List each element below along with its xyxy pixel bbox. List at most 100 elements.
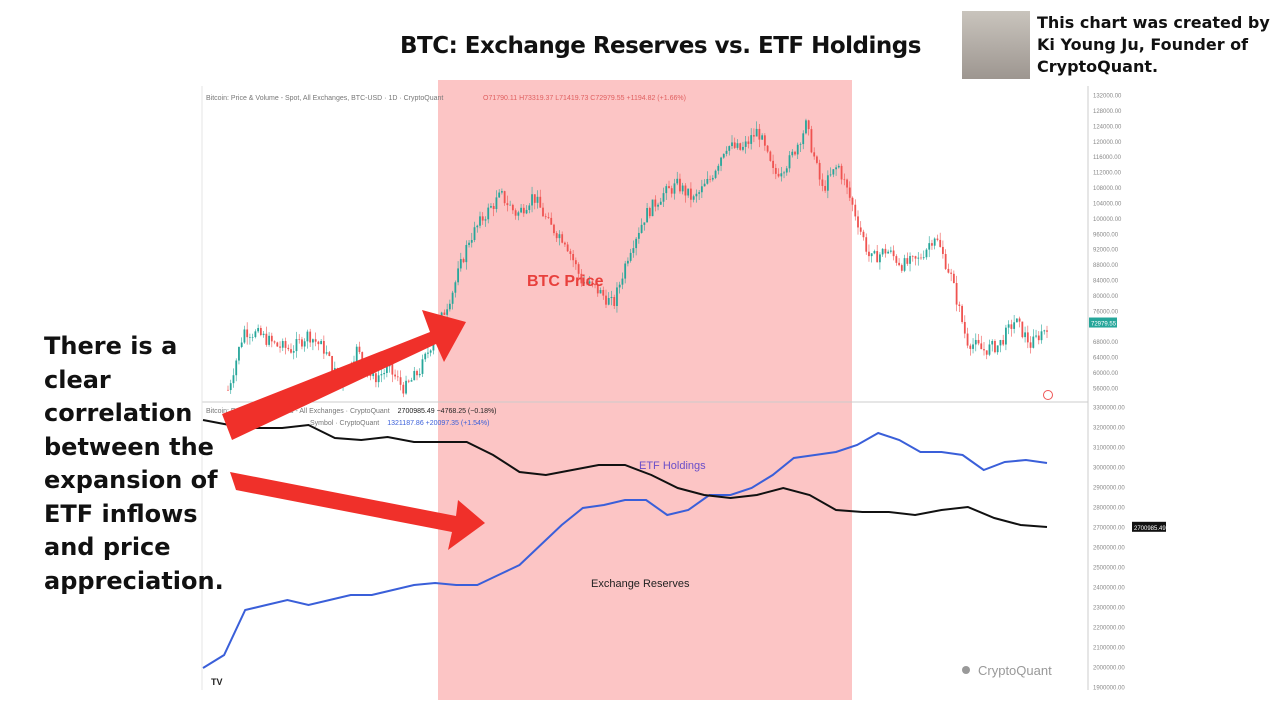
candle-body bbox=[607, 298, 610, 305]
candle-body bbox=[889, 250, 892, 252]
y-tick-lower: 2800000.00 bbox=[1093, 506, 1125, 512]
candle-body bbox=[481, 216, 484, 221]
candle-body bbox=[249, 337, 251, 338]
candle-body bbox=[936, 238, 939, 240]
candle-body bbox=[922, 257, 925, 259]
candle-body bbox=[295, 339, 298, 352]
candle-body bbox=[232, 375, 235, 384]
y-tick-upper: 88000.00 bbox=[1093, 263, 1119, 269]
candle-body bbox=[747, 141, 750, 144]
candle-body bbox=[903, 258, 906, 271]
candle-body bbox=[574, 260, 577, 265]
candle-body bbox=[522, 207, 525, 214]
candle-body bbox=[763, 135, 766, 146]
candle-body bbox=[1026, 332, 1029, 343]
candle-body bbox=[994, 340, 996, 353]
y-tick-upper: 104000.00 bbox=[1093, 201, 1122, 207]
candle-body bbox=[679, 178, 681, 192]
candle-body bbox=[966, 333, 969, 346]
last-price-label: 72979.55 bbox=[1091, 322, 1117, 328]
lower-header-line2-title: Symbol · CryptoQuant bbox=[310, 420, 379, 427]
candle-body bbox=[914, 256, 917, 259]
candle-body bbox=[1043, 330, 1046, 332]
candle-body bbox=[240, 342, 243, 348]
candle-body bbox=[690, 188, 692, 200]
candle-body bbox=[739, 143, 742, 150]
label-btc-price: BTC Price bbox=[527, 273, 604, 290]
candle-body bbox=[465, 244, 468, 263]
candle-body bbox=[879, 254, 881, 263]
candle-body bbox=[265, 333, 268, 345]
candle-body bbox=[309, 331, 312, 343]
candle-body bbox=[794, 151, 796, 155]
y-tick-lower: 3200000.00 bbox=[1093, 426, 1125, 432]
candle-body bbox=[950, 272, 953, 274]
candle-body bbox=[733, 142, 736, 148]
candle-body bbox=[791, 151, 794, 156]
candle-body bbox=[816, 156, 818, 163]
candle-body bbox=[396, 376, 399, 378]
candle-body bbox=[572, 254, 575, 261]
candle-body bbox=[703, 183, 706, 187]
candle-body bbox=[553, 224, 555, 234]
candle-body bbox=[257, 327, 260, 332]
candle-body bbox=[391, 363, 394, 375]
candle-body bbox=[514, 210, 517, 216]
candle-body bbox=[320, 340, 323, 345]
candle-body bbox=[643, 222, 646, 225]
candle-body bbox=[906, 258, 909, 264]
candle-body bbox=[542, 207, 544, 217]
candle-body bbox=[673, 183, 676, 194]
candle-body bbox=[802, 133, 805, 145]
candle-body bbox=[736, 143, 739, 148]
candle-body bbox=[355, 346, 358, 362]
exchange-reserves-line bbox=[202, 419, 1048, 528]
label-exchange-reserves: Exchange Reserves bbox=[591, 578, 690, 590]
candle-body bbox=[287, 347, 290, 350]
candle-body bbox=[821, 179, 824, 186]
candle-body bbox=[928, 243, 931, 250]
upper-header-ohlc: O71790.11 H73319.37 L71419.73 C72979.55 … bbox=[483, 95, 686, 102]
y-tick-lower: 2600000.00 bbox=[1093, 546, 1125, 552]
candle-body bbox=[312, 339, 314, 343]
candle-body bbox=[659, 201, 662, 205]
candle-body bbox=[279, 346, 281, 348]
candle-body bbox=[561, 234, 564, 243]
candle-body bbox=[383, 373, 386, 375]
candle-body bbox=[273, 341, 276, 343]
y-tick-lower: 2400000.00 bbox=[1093, 586, 1125, 592]
candle-body bbox=[796, 144, 799, 155]
candle-body bbox=[325, 352, 328, 354]
y-tick-upper: 108000.00 bbox=[1093, 186, 1122, 192]
candle-body bbox=[862, 231, 865, 238]
candle-body bbox=[640, 224, 643, 233]
candle-body bbox=[616, 287, 618, 306]
candle-body bbox=[284, 341, 287, 348]
y-tick-upper: 92000.00 bbox=[1093, 248, 1119, 254]
candle-body bbox=[495, 197, 498, 210]
candle-body bbox=[684, 185, 687, 196]
candle-body bbox=[774, 167, 777, 174]
candle-body bbox=[610, 297, 613, 299]
candle-body bbox=[498, 192, 501, 198]
candle-body bbox=[988, 344, 991, 355]
arrow-down bbox=[230, 472, 485, 550]
candle-body bbox=[432, 341, 435, 351]
y-tick-upper: 124000.00 bbox=[1093, 124, 1122, 130]
y-tick-lower: 2200000.00 bbox=[1093, 626, 1125, 632]
candle-body bbox=[985, 350, 988, 355]
candle-body bbox=[421, 359, 424, 374]
candle-body bbox=[848, 187, 851, 198]
candle-body bbox=[944, 253, 947, 269]
candle-body bbox=[621, 278, 624, 285]
candle-body bbox=[528, 205, 531, 210]
candle-body bbox=[766, 145, 769, 152]
candle-body bbox=[837, 165, 840, 168]
candle-body bbox=[429, 350, 432, 353]
candle-body bbox=[418, 373, 421, 376]
candle-body bbox=[1010, 324, 1013, 329]
candle-body bbox=[728, 146, 731, 151]
candle-body bbox=[799, 144, 802, 145]
candle-body bbox=[983, 349, 985, 351]
y-tick-upper: 76000.00 bbox=[1093, 309, 1119, 315]
